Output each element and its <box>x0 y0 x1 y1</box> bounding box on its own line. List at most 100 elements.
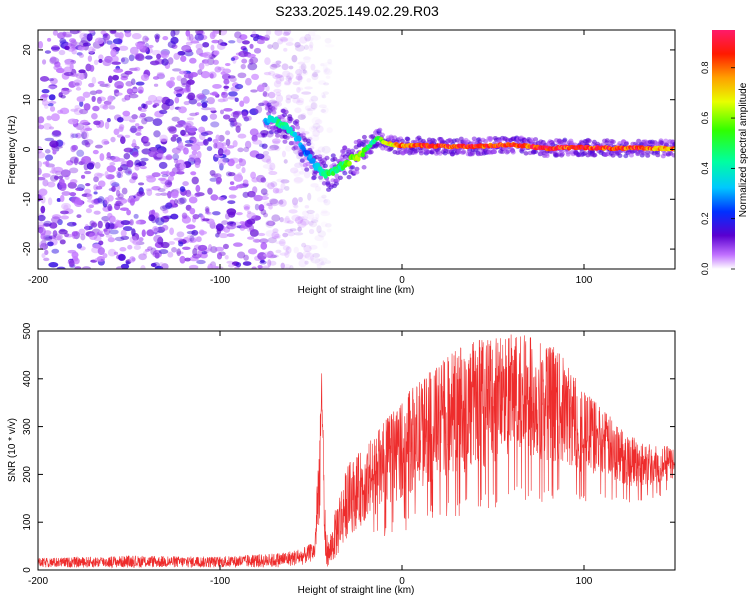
spectrogram-noise-blob <box>262 90 268 97</box>
spectrogram-noise-blob <box>236 251 246 259</box>
spectrogram-ridge-halo <box>345 147 351 153</box>
spectrogram-noise-blob <box>137 106 143 111</box>
spectrogram-noise-blob <box>263 253 272 257</box>
spectrogram-noise-blob <box>95 89 103 94</box>
spectrogram-ridge-halo <box>294 119 300 124</box>
spectrogram-ridge-halo <box>504 150 510 155</box>
spectrogram-noise-blob <box>278 199 287 207</box>
spectrogram-noise-blob <box>120 57 129 65</box>
spectrogram-noise-blob <box>138 160 147 167</box>
spectrogram-noise-blob <box>91 76 97 85</box>
spectrogram-noise-blob <box>190 171 197 176</box>
spectrogram-noise-blob <box>49 56 57 64</box>
spectrogram-noise-blob <box>102 33 111 41</box>
snr-series-line <box>38 334 675 569</box>
spectrogram-noise-blob <box>106 40 113 45</box>
spectrogram-noise-blob <box>153 103 160 107</box>
spectrogram-ridge-halo <box>299 158 305 163</box>
spectrogram-noise-blob <box>70 179 78 184</box>
spectrogram-noise-blob <box>253 47 262 54</box>
spectrogram-noise-blob <box>237 133 247 139</box>
spectrogram-ridge-halo <box>487 136 493 142</box>
spectrogram-noise-blob <box>96 96 102 105</box>
spectrogram-noise-blob <box>183 101 190 106</box>
spectrogram-noise-blob <box>257 252 267 261</box>
spectrogram-noise-blob <box>151 172 161 178</box>
spectrogram-noise-blob <box>176 231 185 238</box>
spectrogram-noise-blob <box>283 82 291 86</box>
spectrogram-noise-blob <box>162 208 169 214</box>
snr-frame <box>37 330 676 571</box>
spectrogram-noise-blob <box>139 165 147 170</box>
spectrogram-noise-blob <box>189 57 197 64</box>
spectrogram-noise-blob <box>94 37 104 45</box>
spectrogram-noise-blob <box>308 220 314 226</box>
spectrogram-noise-blob <box>230 157 240 164</box>
spectrogram-noise-blob <box>316 225 322 234</box>
spectrogram-noise-blob <box>55 146 60 152</box>
spectrogram-noise-blob <box>88 82 95 88</box>
spectrogram-noise-blob <box>243 204 251 210</box>
colorbar-gradient <box>712 30 735 269</box>
spectrogram-noise-blob <box>41 253 46 259</box>
spectrogram-noise-blob <box>198 62 205 70</box>
spectrogram-noise-blob <box>58 175 64 180</box>
spectrogram-ridge <box>262 102 675 192</box>
spectrogram-ridge-core <box>338 161 344 167</box>
spectrogram-ridge-halo <box>645 153 651 158</box>
spectrogram-ridge-halo <box>461 149 467 155</box>
spectrogram-noise-blob <box>110 49 117 57</box>
spectrogram-noise-blob <box>216 227 222 235</box>
spectrogram-noise-blob <box>169 76 175 81</box>
spectrogram-noise-blob <box>59 38 67 44</box>
spectrogram-noise-blob <box>170 30 176 38</box>
spectrogram-noise-blob <box>228 91 238 97</box>
spectrogram-noise-blob <box>303 56 311 64</box>
spectrogram-noise-blob <box>165 154 173 160</box>
spectrogram-noise-blob <box>139 108 147 113</box>
spectrogram-noise-blob <box>170 136 177 142</box>
spectrogram-noise-blob <box>207 265 217 269</box>
spectrogram-noise-blob <box>60 87 70 95</box>
spectrogram-noise-blob <box>106 165 116 173</box>
spectrogram-ridge-halo <box>568 138 574 144</box>
spectrogram-noise-blob <box>173 198 178 206</box>
spectrogram-noise-blob <box>119 124 125 130</box>
spectrogram-noise-blob <box>192 247 198 256</box>
spectrogram-ridge-core <box>356 156 361 162</box>
spectrogram-noise-blob <box>186 235 192 239</box>
spectrogram-ridge-halo <box>636 138 642 144</box>
spectrogram-noise-blob <box>115 200 122 205</box>
spectrogram-noise-blob <box>260 177 267 183</box>
spectrogram-noise-blob <box>131 176 138 180</box>
figure-title: S233.2025.149.02.29.R03 <box>275 3 439 19</box>
spectrogram-noise-blob <box>42 223 52 227</box>
spectrogram-noise-blob <box>137 126 142 132</box>
spectrogram-noise-blob <box>308 228 315 235</box>
spectrogram-noise-blob <box>122 226 133 232</box>
spectrogram-ridge-halo <box>361 165 367 170</box>
spectrogram-noise-blob <box>283 264 292 269</box>
spectrogram-y-ticks: -20 -10 0 10 20 <box>22 44 675 256</box>
snr-x-tick-label: 100 <box>576 576 593 587</box>
spectrogram-noise-blob <box>284 80 291 85</box>
spectrogram-noise-blob <box>182 181 189 187</box>
spectrogram-noise-blob <box>291 214 301 222</box>
spectrogram-noise-blob <box>50 113 60 122</box>
spectrogram-noise-blob <box>315 213 320 220</box>
spectrogram-noise-blob <box>226 260 234 264</box>
spectrogram-noise-blob <box>58 229 68 235</box>
spectrogram-noise-blob <box>44 249 49 256</box>
spectrogram-noise-blob <box>186 230 196 235</box>
spectrogram-noise-blob <box>299 69 309 76</box>
spectrogram-noise-blob <box>107 222 115 230</box>
spectrogram-noise-blob <box>281 63 289 71</box>
spectrogram-noise-blob <box>181 212 188 219</box>
spectrogram-noise-blob <box>93 176 99 183</box>
spectrogram-noise-blob <box>135 53 144 61</box>
spectrogram-noise-blob <box>155 144 162 149</box>
spectrogram-ridge-halo <box>361 134 367 140</box>
spectrogram-noise-blob <box>266 252 273 259</box>
spectrogram-noise-blob <box>303 170 311 179</box>
